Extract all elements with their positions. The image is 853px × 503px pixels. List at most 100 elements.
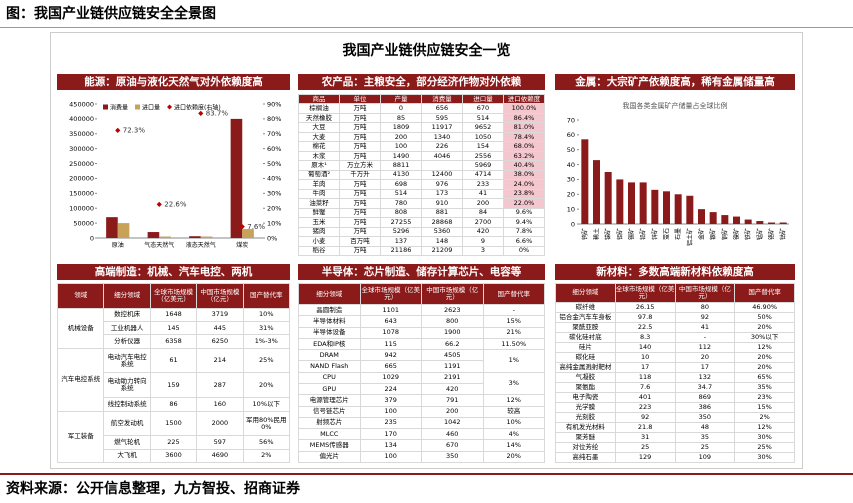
table-cell: 656 — [421, 103, 463, 114]
bar — [593, 160, 600, 224]
table-cell: 碳化硅衬底 — [555, 331, 616, 343]
table-row: 信号链芯片 100 200 较高 — [298, 405, 545, 418]
x-tick-label: 锡矿 — [628, 228, 636, 240]
bar — [581, 139, 589, 224]
manufacturing-table: 领域 细分领域 全球市场规模（亿美元） 中国市场规模（亿元） 国产替代率 机械设备 数控机床… — [56, 283, 291, 464]
table-cell: 线控制动系统 — [103, 397, 151, 412]
y-tick-label: 50000 — [73, 219, 94, 227]
column-header: 全球市场规模（亿美元） — [614, 283, 676, 303]
table-cell: 80 — [674, 301, 736, 313]
table-cell: 2% — [242, 448, 291, 464]
column-header: 全球市场规模（亿美元） — [149, 283, 198, 309]
table-cell: 25% — [734, 441, 795, 453]
table-cell: 12% — [482, 394, 545, 407]
table-cell: 665 — [359, 360, 422, 373]
table-cell: 14% — [482, 439, 545, 452]
table-cell: 132 — [674, 371, 736, 383]
bar — [686, 195, 694, 224]
panel — [50, 32, 803, 469]
table-cell: 较高 — [482, 405, 545, 418]
table-cell: 12% — [734, 341, 795, 353]
table-cell: 碳纤维 — [555, 301, 616, 313]
table-cell: 数控机床 — [103, 307, 151, 323]
table-cell: 200 — [380, 131, 422, 143]
table-cell: 129 — [614, 451, 676, 464]
table-cell: 1900 — [421, 326, 484, 339]
table-cell: 173 — [421, 188, 463, 200]
table-cell: 4690 — [196, 448, 244, 464]
x-tick-label: 铜矿 — [721, 228, 729, 240]
table-cell: 20% — [734, 321, 795, 333]
table-cell: 780 — [380, 198, 422, 209]
table-cell: 881 — [421, 207, 463, 219]
table-row: DRAM 942 4505 1% — [298, 349, 545, 373]
dependency-marker — [156, 201, 162, 207]
table-cell: 85 — [380, 112, 422, 124]
table-cell: 2191 — [421, 371, 484, 385]
table-cell: 羊肉 — [298, 179, 340, 190]
y2-tick-label: 70% — [267, 130, 281, 138]
table-cell: 34.7 — [674, 381, 736, 393]
table-cell: 7.6 — [614, 381, 676, 393]
table-cell: 万吨 — [339, 131, 381, 143]
x-tick-label: 镍矿 — [733, 228, 741, 240]
table-row: 葡萄酒² 千万升 4130 12400 4714 38.0% — [298, 169, 545, 181]
table-cell: 9 — [462, 236, 504, 247]
table-cell: 30%以下 — [734, 331, 795, 343]
bar — [756, 221, 764, 224]
table-cell: 10% — [482, 416, 545, 430]
table-cell: 100 — [359, 450, 422, 464]
table-cell: 976 — [421, 179, 463, 190]
table-cell: 200 — [462, 198, 504, 209]
x-tick-label: 萤石 — [663, 228, 671, 240]
table-row: 射频芯片 235 1042 10% — [298, 416, 545, 430]
table-cell: 铝合金汽车车身板 — [555, 311, 616, 323]
table-cell: 643 — [359, 315, 422, 328]
table-cell: 15% — [482, 315, 545, 328]
table-cell: 698 — [380, 179, 422, 190]
table-row: 鲜蟹 万吨 808 881 84 9.6% — [298, 207, 545, 219]
table-cell: 5296 — [380, 226, 422, 238]
y-tick-label: 20 — [567, 191, 575, 199]
bar — [230, 118, 243, 238]
x-tick-label: 金矿 — [698, 228, 706, 240]
bar — [628, 182, 635, 224]
table-row: 油菜籽 万吨 780 910 200 22.0% — [298, 198, 545, 209]
y-tick-label: 50 — [567, 146, 575, 154]
table-cell: 50% — [734, 311, 795, 323]
table-cell: 2556 — [462, 150, 504, 162]
data-label: 72.3% — [123, 127, 146, 135]
agriculture-table: 商品 单位 产量 消费量 进口量 进口依赖度 棕榈油 万吨 0 656 670 100.0% 天然橡胶万… — [298, 93, 545, 256]
table-cell: 军用80%民用0% — [242, 410, 291, 437]
y-tick-label: 40 — [567, 161, 575, 169]
x-tick-label: 钼矿 — [616, 228, 624, 240]
column-header: 进口依赖度 — [503, 93, 545, 105]
table-row: 原木¹ 万立方米 8811 5969 40.4% — [298, 160, 545, 171]
table-cell: 5969 — [462, 160, 504, 171]
table-cell: 21186 — [380, 245, 422, 256]
table-cell: 半导体设备 — [298, 326, 361, 339]
table-row: 大麦 万吨 200 1340 1050 78.4% — [298, 131, 545, 143]
y2-tick-label: 30% — [267, 190, 281, 198]
table-cell: 高纯金属溅射靶材 — [555, 361, 616, 373]
table-cell: 稻谷 — [298, 245, 340, 256]
table-cell: 597 — [196, 435, 244, 450]
table-row: 机械设备 数控机床 1648 3719 10% — [56, 307, 291, 349]
legend-swatch — [167, 104, 173, 110]
table-cell: 137 — [380, 236, 422, 247]
legend-label: 进口量 — [142, 103, 160, 111]
table-cell: 140 — [614, 341, 676, 353]
table-cell: 10 — [614, 351, 676, 363]
table-cell: 万吨 — [339, 112, 381, 124]
table-cell: 大麦 — [298, 131, 340, 143]
table-cell: GPU — [298, 382, 361, 396]
section-title: 半导体：芯片制造、储存计算芯片、电容等 — [298, 264, 545, 280]
table-row: 硅片 140 112 12% — [555, 341, 795, 353]
table-cell: 4046 — [421, 150, 463, 162]
table-cell: 3600 — [149, 448, 198, 464]
table-cell — [421, 160, 463, 171]
table-cell: 1340 — [421, 131, 463, 143]
y-tick-label: 60 — [567, 131, 575, 139]
table-cell: 小麦 — [298, 236, 340, 247]
table-cell: 偏光片 — [298, 450, 361, 464]
